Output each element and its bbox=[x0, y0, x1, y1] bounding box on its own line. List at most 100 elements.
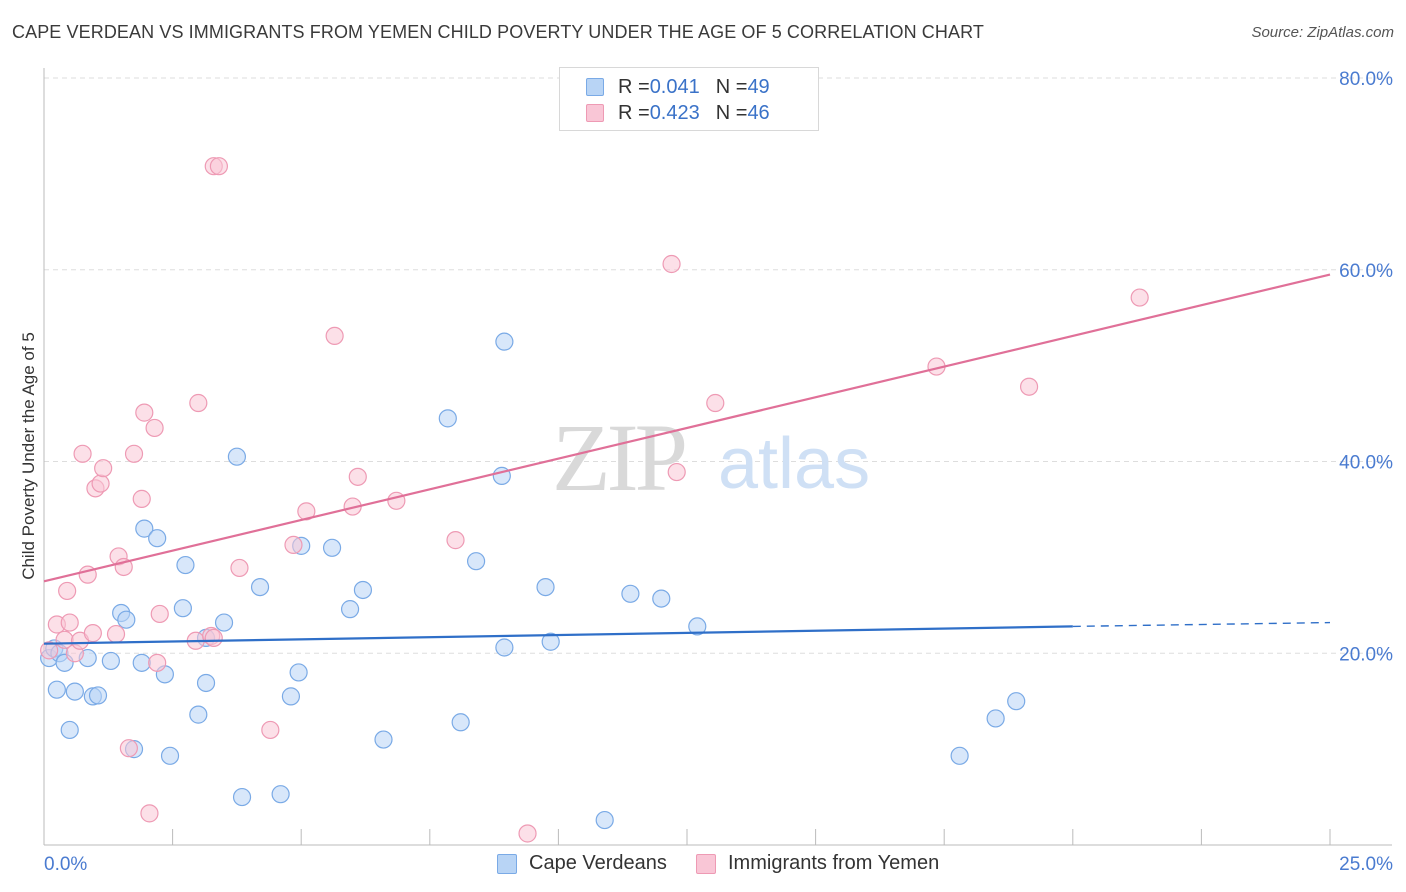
yemen-trend-line bbox=[43, 273, 1331, 583]
yemen-point bbox=[150, 604, 169, 624]
cape-verdean-trend-extension bbox=[1072, 621, 1331, 628]
yemen-point bbox=[667, 462, 686, 482]
cape-verdean-point bbox=[374, 730, 393, 749]
legend-label: Cape Verdeans bbox=[529, 852, 667, 874]
yemen-point bbox=[132, 489, 151, 508]
y-tick-labels: 20.0% 40.0% 60.0% 80.0% bbox=[1339, 69, 1393, 665]
yemen-point bbox=[148, 653, 167, 672]
cape-verdean-point bbox=[135, 519, 154, 538]
series-cape-verdeans bbox=[40, 332, 1026, 830]
r-value: 0.423 bbox=[649, 101, 700, 124]
yemen-point bbox=[348, 467, 367, 486]
blue-swatch bbox=[497, 853, 517, 874]
cape-verdean-point bbox=[495, 332, 514, 351]
cape-verdean-point bbox=[340, 600, 360, 619]
cape-verdean-point bbox=[196, 673, 216, 693]
cape-verdean-point bbox=[173, 599, 192, 618]
y-tick-label: 40.0% bbox=[1339, 453, 1393, 474]
yemen-point bbox=[230, 558, 249, 578]
cape-verdean-point bbox=[227, 447, 246, 466]
yemen-point bbox=[119, 739, 138, 758]
yemen-point bbox=[73, 444, 92, 463]
yemen-point bbox=[284, 535, 303, 555]
cape-verdean-point bbox=[160, 746, 180, 765]
cape-verdean-point bbox=[688, 617, 707, 636]
stats-legend: R = 0.041 N = 49 R = 0.423 N = 46 bbox=[559, 67, 819, 131]
cape-verdean-point bbox=[652, 589, 671, 608]
yemen-point bbox=[325, 326, 344, 346]
yemen-point bbox=[446, 531, 465, 550]
series-legend: Cape Verdeans Immigrants from Yemen bbox=[0, 852, 1406, 878]
yemen-point bbox=[40, 641, 59, 660]
yemen-point bbox=[124, 444, 144, 463]
cape-verdean-point bbox=[281, 687, 301, 706]
cape-verdean-point bbox=[986, 709, 1005, 728]
yemen-point bbox=[106, 624, 126, 644]
yemen-point bbox=[189, 393, 208, 413]
chart-title: CAPE VERDEAN VS IMMIGRANTS FROM YEMEN CH… bbox=[12, 22, 984, 42]
cape-verdean-point bbox=[65, 682, 84, 701]
trend-lines bbox=[43, 273, 1331, 645]
cape-verdean-point bbox=[451, 713, 470, 732]
cape-verdean-point bbox=[438, 409, 457, 428]
cape-verdean-point bbox=[271, 785, 290, 804]
cape-verdean-point bbox=[117, 610, 136, 629]
y-tick-label: 80.0% bbox=[1339, 69, 1393, 90]
cape-verdean-point bbox=[595, 810, 614, 830]
yemen-point bbox=[1019, 377, 1039, 396]
yemen-point bbox=[518, 824, 537, 843]
cape-verdean-point bbox=[289, 663, 308, 682]
yemen-point bbox=[1130, 288, 1149, 307]
cape-verdean-point bbox=[950, 746, 969, 765]
cape-verdean-point bbox=[621, 584, 640, 603]
r-label: R = bbox=[618, 101, 650, 124]
pink-swatch bbox=[696, 853, 716, 874]
yemen-point bbox=[706, 393, 725, 413]
yemen-point bbox=[140, 804, 159, 823]
cape-verdean-trend-line bbox=[43, 625, 1073, 645]
x-tick-label: 0.0% bbox=[44, 854, 87, 875]
r-value: 0.041 bbox=[649, 75, 700, 98]
stats-legend-row-pink: R = 0.423 N = 46 bbox=[586, 100, 770, 126]
yemen-point bbox=[83, 624, 102, 643]
cape-verdean-point bbox=[132, 653, 151, 672]
axes bbox=[43, 68, 1392, 846]
stats-legend-row-blue: R = 0.041 N = 49 bbox=[586, 74, 770, 100]
r-label: R = bbox=[618, 75, 650, 98]
yemen-point bbox=[145, 418, 164, 438]
cape-verdean-point bbox=[189, 705, 208, 724]
y-tick-label: 20.0% bbox=[1339, 644, 1393, 665]
cape-verdean-point bbox=[47, 680, 66, 699]
yemen-point bbox=[662, 254, 681, 274]
n-label: N = bbox=[715, 75, 748, 98]
cape-verdean-point bbox=[1007, 692, 1026, 711]
cape-verdean-point bbox=[101, 651, 120, 671]
legend-item-immigrants-from-yemen[interactable]: Immigrants from Yemen bbox=[696, 852, 939, 875]
cape-verdean-point bbox=[60, 720, 79, 740]
cape-verdean-point bbox=[495, 638, 514, 657]
cape-verdean-point bbox=[322, 538, 342, 557]
y-axis-label: Child Poverty Under the Age of 5 bbox=[19, 332, 38, 580]
cape-verdean-point bbox=[176, 555, 195, 575]
yemen-point bbox=[261, 720, 280, 740]
cape-verdean-point bbox=[353, 580, 373, 600]
cape-verdean-point bbox=[88, 686, 108, 705]
yemen-point bbox=[60, 613, 79, 632]
yemen-point bbox=[135, 403, 154, 422]
legend-item-cape-verdeans[interactable]: Cape Verdeans bbox=[497, 852, 667, 875]
n-label: N = bbox=[715, 101, 748, 124]
n-value: 46 bbox=[747, 101, 770, 124]
series-immigrants-from-yemen bbox=[40, 157, 1149, 843]
n-value: 49 bbox=[747, 75, 770, 98]
yemen-point bbox=[94, 459, 113, 478]
cape-verdean-point bbox=[214, 613, 234, 632]
legend-label: Immigrants from Yemen bbox=[728, 852, 940, 874]
cape-verdean-point bbox=[250, 577, 270, 597]
yemen-point bbox=[58, 581, 77, 601]
yemen-point bbox=[209, 157, 228, 176]
watermark-zip: ZIP bbox=[552, 404, 685, 511]
y-tick-label: 60.0% bbox=[1339, 261, 1393, 282]
blue-swatch bbox=[586, 78, 604, 96]
cape-verdean-point bbox=[541, 632, 560, 651]
